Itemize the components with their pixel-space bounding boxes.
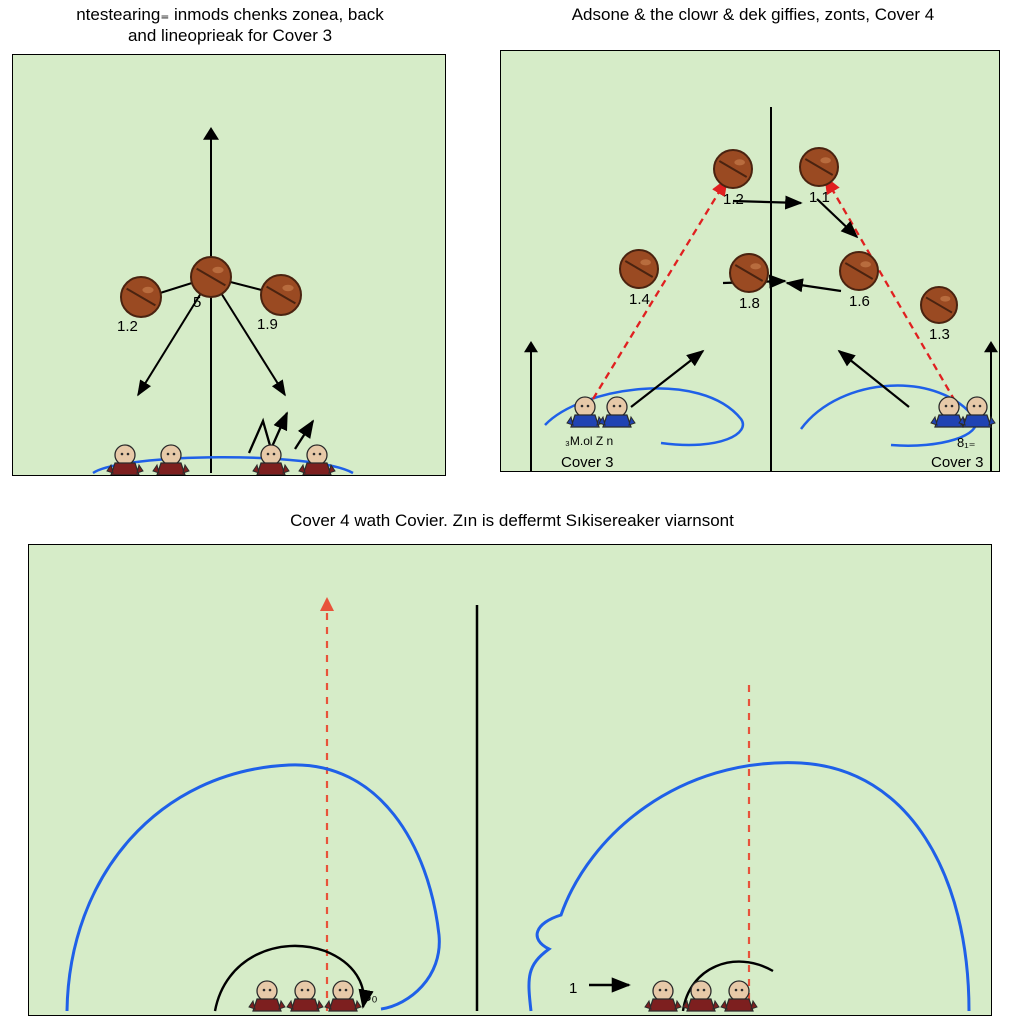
field-label: 3₀: [363, 988, 378, 1005]
player-icon: [599, 397, 635, 427]
football-icon: 1.2: [117, 277, 161, 335]
diagram-top-left: 1.2 5 1.9: [13, 55, 445, 475]
diagram-bottom: 3₀ 1: [29, 545, 991, 1015]
ball-label: 1.2: [723, 191, 744, 208]
player-icon: [959, 397, 995, 427]
football-icon: 1.8: [730, 254, 768, 312]
title-b: Cover 4 wath Covier. Zın is deffermt Sık…: [290, 511, 734, 530]
football-icon: 1.9: [257, 275, 301, 333]
diagram-top-right: 1.2 1.1 1.4 1.8 1.6 1.3 ₃M.ol Z n Cover 3 8₁₌ Cov…: [501, 51, 999, 471]
ball-label: 5: [193, 294, 201, 311]
panel-top-left: ntestearing₌ inmods chenks zonea, back a…: [12, 0, 472, 480]
player-icon: [249, 981, 285, 1011]
ball-label: 1.8: [739, 295, 760, 312]
title-tr: Adsone & the clowr & dek giffies, zonts,…: [572, 5, 935, 24]
ball-label: 1.6: [849, 293, 870, 310]
panel-top-right-title: Adsone & the clowr & dek giffies, zonts,…: [500, 4, 1006, 25]
field-label: 1: [569, 980, 577, 997]
football-icon: 1.1: [800, 148, 838, 206]
ball-label: 1.1: [809, 189, 830, 206]
ball-label: 1.2: [117, 318, 138, 335]
panel-top-left-title: ntestearing₌ inmods chenks zonea, back a…: [0, 4, 460, 47]
black-arrow: [787, 283, 841, 291]
zone-label: 8₁₌: [957, 435, 975, 450]
zone-label: Cover 3: [931, 454, 984, 471]
player-icon: [721, 981, 757, 1011]
ball-label: 1.4: [629, 291, 650, 308]
player-icon: [645, 981, 681, 1011]
zone-label: Cover 3: [561, 454, 614, 471]
title-line1: ntestearing₌ inmods chenks zonea, back: [76, 5, 384, 24]
field-top-right: 1.2 1.1 1.4 1.8 1.6 1.3 ₃M.ol Z n Cover 3 8₁₌ Cov…: [500, 50, 1000, 472]
black-arrow: [631, 351, 703, 407]
panel-top-right: Adsone & the clowr & dek giffies, zonts,…: [500, 0, 1006, 480]
player-icon: [567, 397, 603, 427]
panel-bottom: Cover 4 wath Covier. Zın is deffermt Sık…: [28, 510, 996, 1020]
player-icon: [107, 445, 143, 475]
red-marker-icon: [320, 597, 334, 611]
ball-label: 1.3: [929, 326, 950, 343]
football-icon: 1.6: [840, 252, 878, 310]
player-icon: [325, 981, 361, 1011]
zone-label: ₃M.ol Z n: [565, 434, 613, 448]
player-icon: [299, 445, 335, 475]
black-arrow: [839, 351, 909, 407]
player-icon: [683, 981, 719, 1011]
field-top-left: 1.2 5 1.9: [12, 54, 446, 476]
panel-bottom-title: Cover 4 wath Covier. Zın is deffermt Sık…: [28, 510, 996, 531]
title-line2: and lineoprieak for Cover 3: [128, 26, 332, 45]
red-arrow: [593, 179, 727, 399]
football-icon: 1.4: [620, 250, 658, 308]
zone-dome: [67, 765, 439, 1011]
ball-label: 1.9: [257, 316, 278, 333]
short-arrow: [295, 421, 313, 449]
football-icon: 1.2: [714, 150, 752, 208]
football-icon: 1.3: [921, 287, 957, 343]
player-icon: [287, 981, 323, 1011]
field-bottom: 3₀ 1: [28, 544, 992, 1016]
